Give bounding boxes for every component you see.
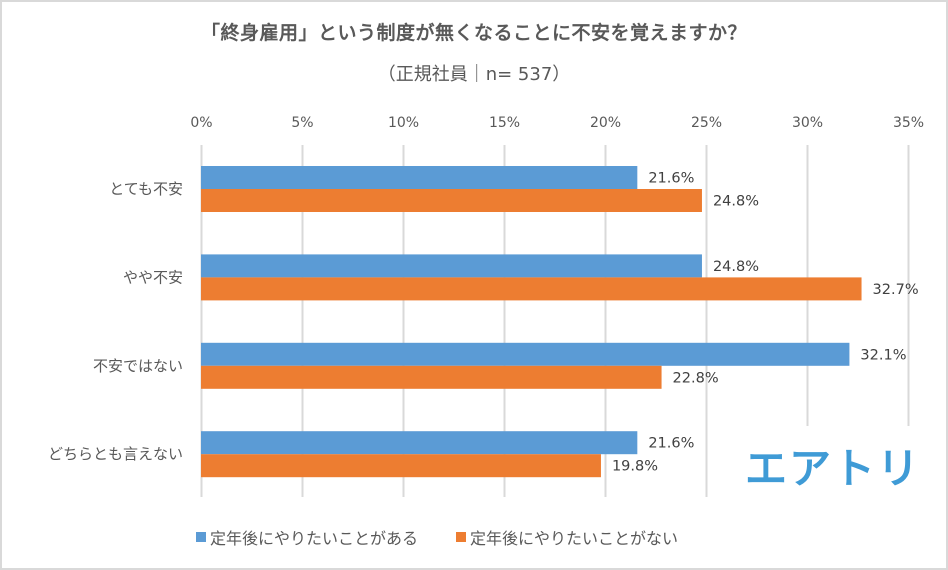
data-labels: 21.6% 24.8% 24.8% 32.7% 32.1% 22.8% 21.6% 19.8% — [612, 171, 919, 475]
data-label: 32.7% — [873, 282, 919, 298]
airtrip-logo: エアトリ — [742, 426, 924, 504]
legend-swatch-blue — [196, 532, 206, 542]
bar-has-plans — [201, 342, 850, 366]
x-tick-label: 20% — [590, 115, 621, 131]
x-tick-label: 30% — [792, 115, 823, 131]
bar-has-plans — [201, 166, 638, 189]
category-label: やや不安 — [123, 268, 183, 286]
legend-label: 定年後にやりたいことがない — [470, 529, 679, 548]
bars — [201, 166, 862, 478]
bar-has-plans — [201, 431, 638, 455]
legend-swatch-orange — [456, 532, 467, 542]
bar-no-plans — [201, 365, 662, 389]
category-label: とても不安 — [109, 180, 183, 198]
legend-label: 定年後にやりたいことがある — [210, 529, 419, 548]
x-tick-label: 0% — [190, 115, 212, 131]
x-tick-label: 25% — [691, 115, 722, 131]
data-label: 32.1% — [860, 347, 906, 363]
chart-subtitle: （正規社員｜n= 537） — [377, 64, 571, 85]
bar-no-plans — [201, 189, 702, 212]
legend-item-no-plans: 定年後にやりたいことがない — [456, 525, 678, 549]
legend-item-has-plans: 定年後にやりたいことがある — [196, 525, 418, 549]
x-tick-label: 5% — [291, 115, 313, 131]
legend: 定年後にやりたいことがある 定年後にやりたいことがない — [196, 525, 716, 549]
data-label: 21.6% — [648, 171, 694, 187]
category-label: 不安ではない — [93, 357, 183, 375]
category-label: どちらとも言えない — [48, 445, 183, 463]
data-label: 24.8% — [713, 194, 759, 210]
chart-title: 「終身雇用」という制度が無くなることに不安を覚えますか？ — [200, 22, 747, 44]
bar-no-plans — [201, 454, 601, 478]
bar-has-plans — [201, 254, 702, 278]
x-tick-label: 15% — [489, 115, 520, 131]
x-tick-label: 35% — [893, 115, 924, 131]
bar-no-plans — [201, 277, 862, 301]
x-tick-label: 10% — [388, 115, 419, 131]
logo-text: エアトリ — [744, 443, 921, 493]
data-label: 24.8% — [713, 259, 759, 275]
x-axis-ticks: 0% 5% 10% 15% 20% 25% 30% 35% — [190, 115, 924, 131]
data-label: 21.6% — [648, 436, 694, 452]
data-label: 22.8% — [673, 370, 719, 386]
data-label: 19.8% — [612, 459, 658, 475]
